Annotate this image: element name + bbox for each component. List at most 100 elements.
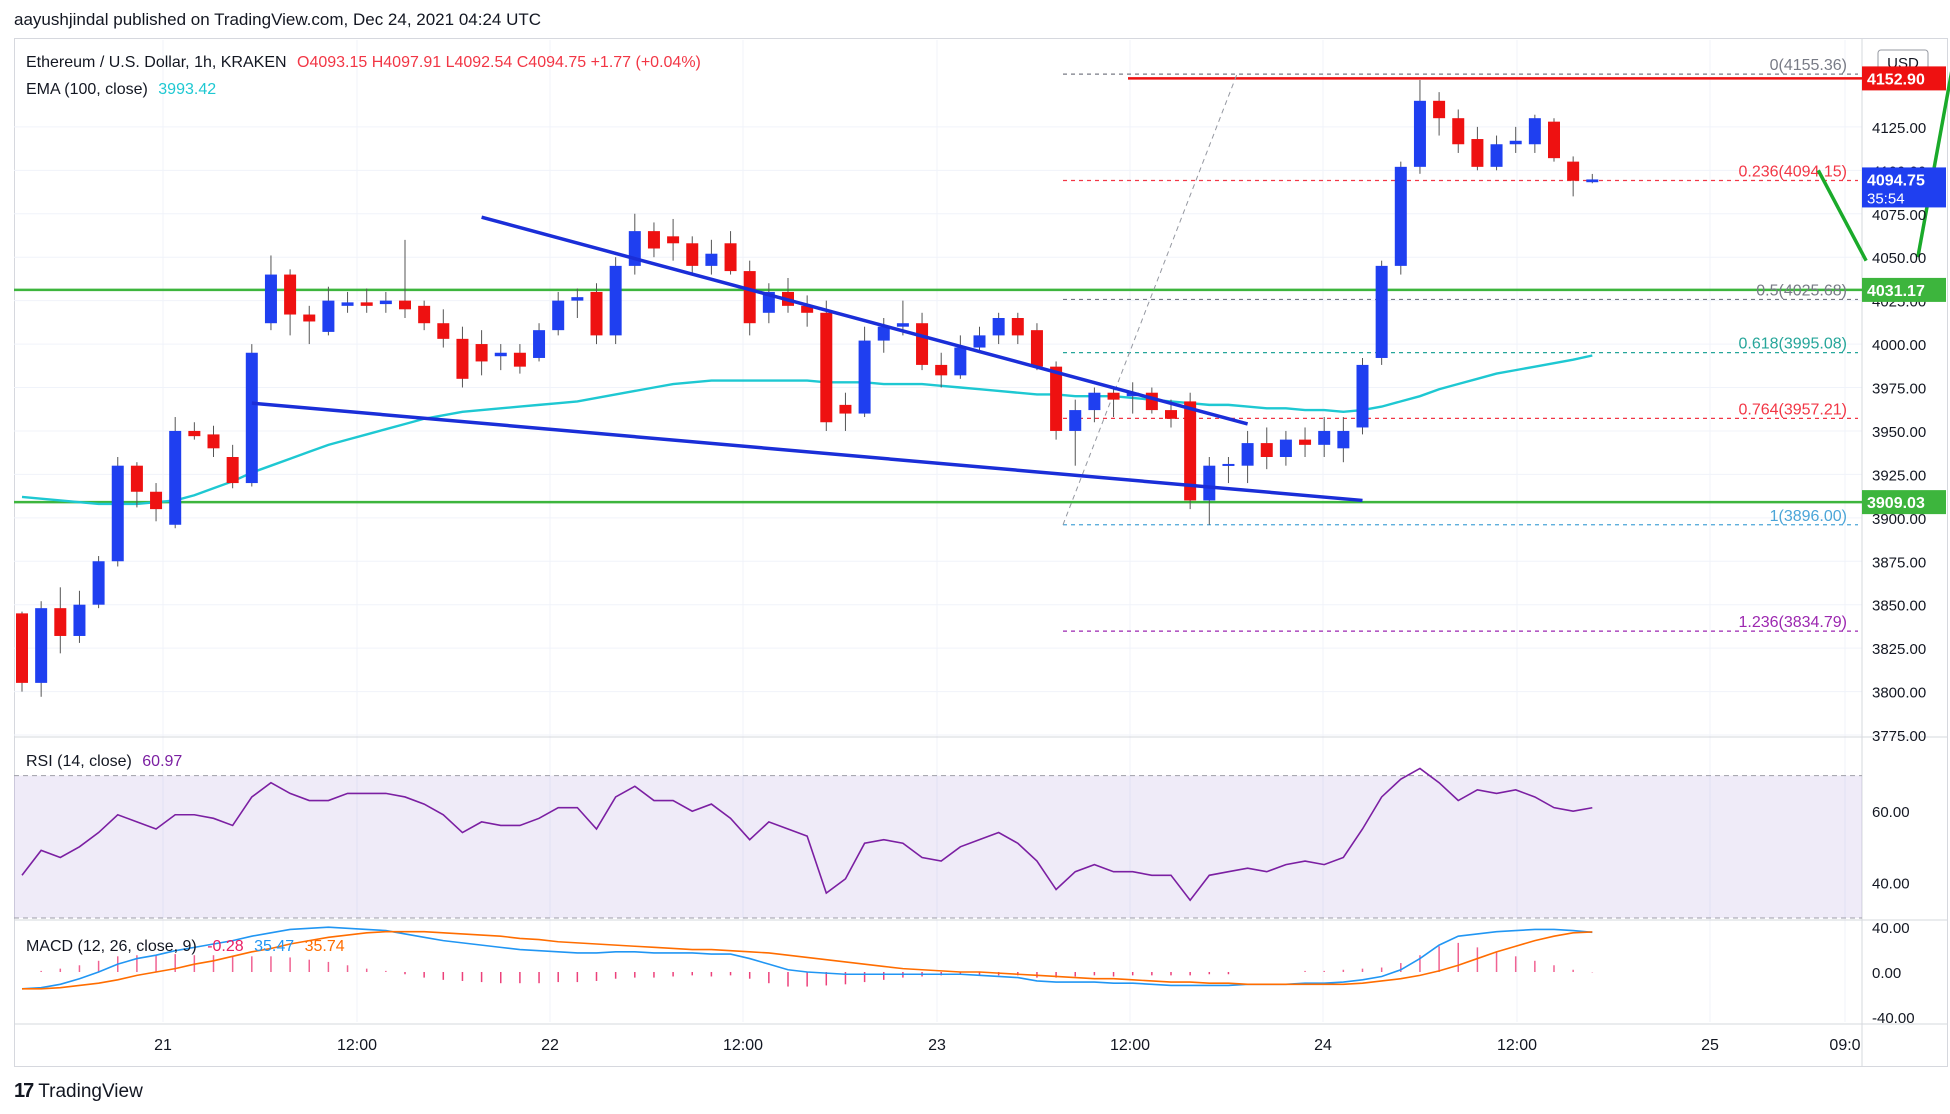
candle-up: [341, 302, 354, 306]
ema-legend: EMA (100, close) 3993.42: [26, 81, 216, 99]
candle-up: [111, 465, 124, 562]
publish-header: aayushjindal published on TradingView.co…: [14, 10, 542, 29]
y-tick-label: 3925.00: [1872, 467, 1926, 484]
candle-down: [475, 344, 488, 362]
x-tick-label: 12:00: [1110, 1037, 1150, 1054]
fib-level-label: 0.5(4025.68): [1756, 282, 1847, 299]
candle-down: [590, 291, 603, 336]
candle-down: [130, 465, 143, 492]
x-tick-label: 12:00: [723, 1037, 763, 1054]
horizontal-levels: [14, 77, 1862, 504]
candle-down: [724, 243, 737, 272]
candle-down: [284, 274, 297, 315]
candle-up: [1222, 463, 1235, 466]
wedge-upper-trendline: [481, 215, 1249, 426]
candle-up: [73, 604, 86, 636]
candle-down: [1299, 439, 1312, 445]
candle-up: [1279, 439, 1292, 457]
symbol-legend: Ethereum / U.S. Dollar, 1h, KRAKEN O4093…: [26, 54, 701, 72]
candle-down: [54, 608, 67, 636]
footer: 17 TradingView: [14, 1080, 143, 1103]
ema-100-line: [21, 354, 1593, 506]
candle-up: [1413, 100, 1426, 167]
candle-down: [1452, 118, 1465, 145]
y-tick-label: 4000.00: [1872, 337, 1926, 354]
macd-legend-label: MACD (12, 26, close, 9): [26, 938, 197, 955]
candle-up: [571, 297, 584, 301]
candle-down: [150, 491, 163, 510]
candle-up: [322, 300, 335, 332]
projection-arrow-leg: [1816, 169, 1868, 262]
fib-level-label: 0.618(3995.08): [1738, 336, 1847, 353]
candle-down: [418, 305, 431, 324]
price-tag: [1862, 167, 1946, 208]
price-tag-label: 4031.17: [1867, 283, 1925, 300]
candle-up: [1586, 179, 1599, 183]
macd-pane: [21, 926, 1594, 990]
y-tick-label: 4050.00: [1872, 250, 1926, 267]
candle-up: [954, 347, 967, 376]
candle-up: [896, 323, 909, 327]
candle-down: [801, 305, 814, 313]
x-tick-label: 23: [928, 1037, 946, 1054]
fib-level-label: 1(3896.00): [1770, 508, 1847, 525]
x-tick-label: 25: [1701, 1037, 1719, 1054]
price-tag: [1862, 66, 1946, 91]
x-tick-label: 21: [154, 1037, 172, 1054]
candle-up: [264, 274, 277, 324]
rsi-tick-label: 40.00: [1872, 875, 1910, 892]
y-tick-label: 3800.00: [1872, 685, 1926, 702]
candle-down: [935, 364, 948, 376]
price-tag: [1862, 490, 1946, 515]
candle-down: [1107, 392, 1120, 400]
ema-line: [21, 354, 1593, 506]
drawings: [251, 71, 1950, 503]
y-tick-label: 4125.00: [1872, 120, 1926, 137]
fib-level-label: 0(4155.36): [1770, 57, 1847, 74]
candle-down: [916, 323, 929, 365]
macd-line-value: 35.47: [254, 938, 295, 955]
candle-down: [1471, 139, 1484, 167]
rsi-line: [21, 767, 1593, 902]
rsi-pane: [14, 767, 1862, 919]
candle-up: [533, 330, 546, 358]
candle-up: [379, 300, 392, 305]
candle-down: [686, 243, 699, 266]
symbol-title: Ethereum / U.S. Dollar, 1h, KRAKEN: [26, 54, 287, 71]
candle-up: [858, 340, 871, 414]
macd-tick-label: -40.00: [1872, 1010, 1915, 1027]
fib-level-label: 0.236(4094.15): [1738, 163, 1847, 180]
candle-down: [1433, 100, 1446, 119]
y-tick-label: 3975.00: [1872, 381, 1926, 398]
y-tick-label: 3775.00: [1872, 728, 1926, 745]
macd-legend: MACD (12, 26, close, 9) -0.28 35.47 35.7…: [26, 938, 345, 956]
macd-line: [21, 926, 1593, 990]
price-tag-label: 4094.75: [1867, 172, 1925, 189]
rsi-band: [14, 775, 1862, 918]
x-tick-label: 09:0: [1829, 1037, 1860, 1054]
candle-up: [92, 561, 105, 605]
candle-up: [705, 253, 718, 266]
candle-up: [169, 430, 182, 525]
y-tick-label: 3850.00: [1872, 598, 1926, 615]
candle-down: [1184, 401, 1197, 501]
candle-down: [1548, 121, 1560, 159]
candle-up: [1528, 118, 1541, 145]
price-tag-label: 4152.90: [1867, 71, 1925, 88]
candle-up: [1509, 140, 1522, 145]
candle-up: [1375, 265, 1388, 358]
candle-down: [743, 271, 756, 324]
y-tick-label: 3950.00: [1872, 424, 1926, 441]
candle-up: [1318, 430, 1331, 445]
fib-retracement: 0(4155.36) 0.236(4094.15) 0.5(4025.68) 0.61…: [1062, 57, 1858, 632]
candle-up: [1069, 410, 1082, 431]
fib-level-label: 0.764(3957.21): [1738, 401, 1847, 418]
tradingview-logo-icon: 17: [14, 1080, 34, 1102]
wedge-lower-trendline: [251, 401, 1363, 503]
candle-up: [552, 300, 565, 331]
projection-arrow-leg: [1916, 71, 1950, 258]
candle-down: [1011, 318, 1024, 336]
x-tick-label: 12:00: [337, 1037, 377, 1054]
